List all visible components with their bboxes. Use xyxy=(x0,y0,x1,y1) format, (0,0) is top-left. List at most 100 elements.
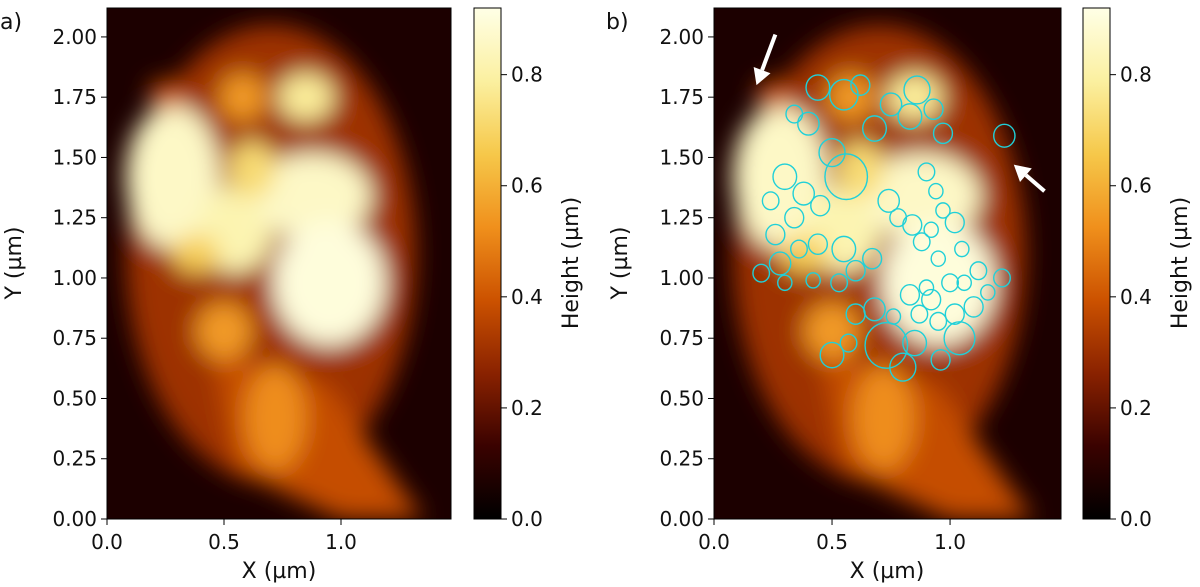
panel-b-grain-outline xyxy=(792,181,816,206)
panel-b-grain-outline xyxy=(918,279,935,296)
panel-b-ytick-label: 1.50 xyxy=(659,145,704,169)
panel-b-grain-outline xyxy=(903,75,931,105)
panel-b-grain-outline xyxy=(932,122,954,145)
panel-b-ytick-label: 2.00 xyxy=(659,25,704,49)
panel-b-colorbar-tick-label: 0.0 xyxy=(1120,507,1152,531)
panel-b-grain-outline xyxy=(980,284,996,301)
panel-a-height-feature xyxy=(277,73,334,122)
panel-b-colorbar-tick-label: 0.8 xyxy=(1120,63,1152,87)
panel-b-ylabel: Y (µm) xyxy=(608,226,633,300)
panel-b-grain-outline xyxy=(790,239,808,259)
panel-b-label: b) xyxy=(606,10,629,35)
panel-b-xtick-label: 0.0 xyxy=(698,530,730,554)
panel-b-grain-outline xyxy=(819,341,845,369)
panel-b-grain-outline xyxy=(864,321,909,369)
panel-b-colorbar-tick-label: 0.6 xyxy=(1120,174,1152,198)
panel-b-arrow xyxy=(753,33,778,86)
panel-b-grain-outline xyxy=(768,251,792,276)
panel-b-colorbar-tick-label: 0.4 xyxy=(1120,285,1152,309)
panel-b-ytick-label: 1.75 xyxy=(659,85,704,109)
panel-a-ylabel: Y (µm) xyxy=(2,226,27,300)
panel-b-ytick-label: 0.00 xyxy=(659,507,704,531)
panel-a-heatmap xyxy=(107,8,451,519)
panel-b-grain-outline xyxy=(765,223,786,246)
panel-b-grain-outline xyxy=(862,247,883,270)
panel-b-grain-outline xyxy=(969,261,988,281)
panel-a-ytick-label: 1.50 xyxy=(52,145,97,169)
panel-b-grain-outline xyxy=(877,188,901,213)
panel-b-grain-outline xyxy=(902,329,928,357)
panel-b-arrow-head xyxy=(753,66,771,86)
panel-b-grain-outline xyxy=(912,232,931,252)
panel-a-colorbar-ticks: 0.0 0.2 0.4 0.6 0.8 xyxy=(501,63,543,531)
panel-b-grain-outline xyxy=(862,115,888,142)
panel-b-grain-outline xyxy=(993,268,1011,288)
panel-a-height-feature xyxy=(195,302,253,360)
panel-b-grain-outline xyxy=(784,206,805,229)
panel-b-grain-outline xyxy=(850,74,871,96)
panel-b-ytick-label: 1.25 xyxy=(659,206,704,230)
panel-b: b) 0.0 0.5 1.0 0.00 0.25 0.50 0.75 1.00 1.25 1.50… xyxy=(606,7,1193,584)
panel-a-ytick-label: 1.00 xyxy=(52,266,97,290)
panel-a-colorbar-tick-label: 0.4 xyxy=(511,285,543,309)
panel-b-colorbar-tick-label: 0.2 xyxy=(1120,396,1152,420)
panel-b-frame xyxy=(713,7,1062,520)
panel-b-grain-outline xyxy=(944,211,965,234)
panel-a-colorbar-tick-label: 0.8 xyxy=(511,63,543,87)
panel-b-arrow-head xyxy=(1013,164,1032,182)
panel-b-heatmap xyxy=(714,8,1061,519)
panel-a-colorbar-tick-label: 0.2 xyxy=(511,396,543,420)
panel-b-xtick-label: 0.5 xyxy=(816,530,848,554)
panel-a-xtick-label: 0.0 xyxy=(91,530,123,554)
panel-b-grain-outline xyxy=(902,214,923,236)
panel-a-ytick-label: 1.25 xyxy=(52,206,97,230)
panel-b-grain-outline xyxy=(845,259,866,282)
panel-b-colorbar-label: Height (µm) xyxy=(1168,197,1193,329)
panel-b-ytick-label: 1.00 xyxy=(659,266,704,290)
panel-b-ytick-label: 0.50 xyxy=(659,386,704,410)
panel-b-grain-outline xyxy=(923,221,939,239)
panel-a-ytick-label: 0.75 xyxy=(52,326,97,350)
panel-a-colorbar-tick-label: 0.0 xyxy=(511,507,543,531)
panel-a-height-features xyxy=(125,24,423,519)
panel-a-ytick-label: 0.50 xyxy=(52,386,97,410)
panel-b-grain-outline xyxy=(917,162,936,182)
panel-b-grain-outline xyxy=(899,284,921,306)
panel-a-label: a) xyxy=(0,10,22,35)
panel-b-height-feature xyxy=(886,73,943,122)
panel-b-grain-outline xyxy=(818,138,846,168)
panel-b-grain-outline xyxy=(879,92,903,117)
panel-a-height-feature xyxy=(273,220,386,346)
panel-b-height-features xyxy=(732,24,1033,519)
panel-b-grain-outline xyxy=(910,304,929,324)
panel-a-frame xyxy=(106,7,452,520)
panel-b-grain-outline xyxy=(752,263,771,283)
panel-a-height-feature xyxy=(149,80,182,110)
panel-b-grain-outline xyxy=(830,273,849,293)
panel-b-grain-outline xyxy=(935,202,951,219)
panel-a-xlabel: X (µm) xyxy=(242,559,317,584)
panel-b-grain-outline xyxy=(930,250,947,267)
panel-b-colorbar xyxy=(1082,7,1111,520)
panel-a-ytick-label: 2.00 xyxy=(52,25,97,49)
panel-b-grain-outline xyxy=(824,153,869,201)
panel-b-grain-outline xyxy=(897,103,923,130)
panel-b-height-feature xyxy=(827,73,875,122)
panel-a-colorbar-tick-label: 0.6 xyxy=(511,174,543,198)
panel-b-ytick-label: 0.25 xyxy=(659,447,704,471)
panel-a-ytick-label: 0.25 xyxy=(52,447,97,471)
panel-b-grain-outline xyxy=(831,235,857,263)
panel-a-height-feature xyxy=(219,73,267,122)
panel-b-grain-outline xyxy=(777,274,793,292)
panel-b-grain-outline xyxy=(845,303,866,325)
panel-a-height-feature xyxy=(125,104,220,250)
panel-b-height-feature xyxy=(853,364,915,471)
panel-b-grain-outline xyxy=(956,274,972,292)
panel-b-grain-outlines xyxy=(752,74,1016,382)
panel-b-grain-outline xyxy=(993,123,1016,148)
panel-b-grain-outline xyxy=(928,182,944,200)
panel-b-grain-outline xyxy=(889,352,917,382)
panel-a-xtick-label: 0.5 xyxy=(208,530,240,554)
panel-b-grain-outline xyxy=(805,272,821,289)
